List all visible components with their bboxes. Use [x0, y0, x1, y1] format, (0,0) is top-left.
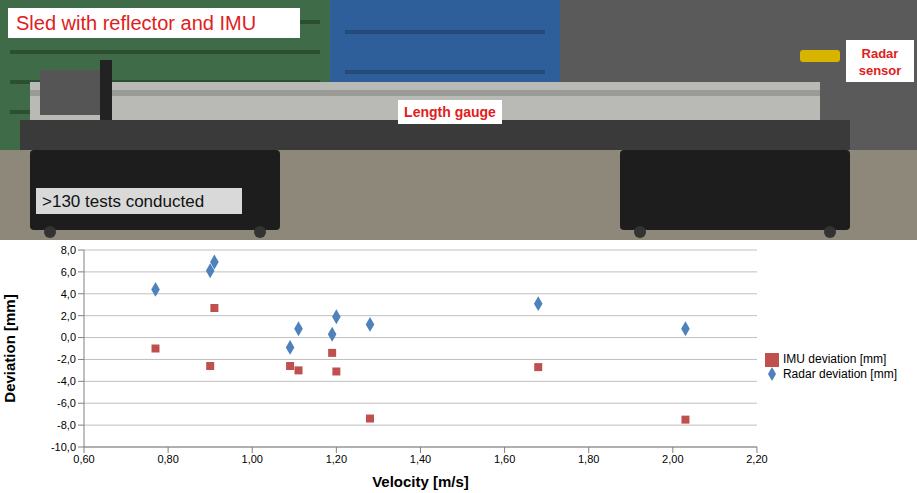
svg-text:Sled with reflector and IMU: Sled with reflector and IMU [16, 12, 256, 34]
svg-text:2,00: 2,00 [662, 453, 683, 465]
svg-text:-8,0: -8,0 [57, 419, 76, 431]
svg-text:sensor: sensor [859, 63, 902, 78]
svg-text:2,0: 2,0 [61, 310, 76, 322]
svg-text:0,0: 0,0 [61, 331, 76, 343]
html-text:IMU deviation [mm]: IMU deviation [mm] [783, 351, 887, 366]
svg-text:1,00: 1,00 [242, 453, 263, 465]
svg-text:0,60: 0,60 [73, 453, 94, 465]
html-text:Radar deviation [mm]: Radar deviation [mm] [783, 366, 897, 381]
svg-text:-4,0: -4,0 [57, 375, 76, 387]
svg-text:2,20: 2,20 [746, 453, 767, 465]
svg-text:1,60: 1,60 [494, 453, 515, 465]
svg-text:>130 tests conducted: >130 tests conducted [42, 192, 204, 211]
svg-text:8,0: 8,0 [61, 244, 76, 256]
svg-text:Radar: Radar [862, 46, 899, 61]
svg-text:4,0: 4,0 [61, 288, 76, 300]
svg-text:Length gauge: Length gauge [404, 104, 496, 120]
svg-text:1,40: 1,40 [410, 453, 431, 465]
svg-text:0,80: 0,80 [157, 453, 178, 465]
svg-text:-10,0: -10,0 [51, 441, 76, 453]
svg-text:1,80: 1,80 [578, 453, 599, 465]
svg-text:-6,0: -6,0 [57, 397, 76, 409]
svg-text:Velocity [m/s]: Velocity [m/s] [372, 473, 469, 490]
svg-text:-2,0: -2,0 [57, 353, 76, 365]
svg-text:6,0: 6,0 [61, 266, 76, 278]
svg-text:Deviation [mm]: Deviation [mm] [1, 294, 18, 402]
svg-text:1,20: 1,20 [326, 453, 347, 465]
